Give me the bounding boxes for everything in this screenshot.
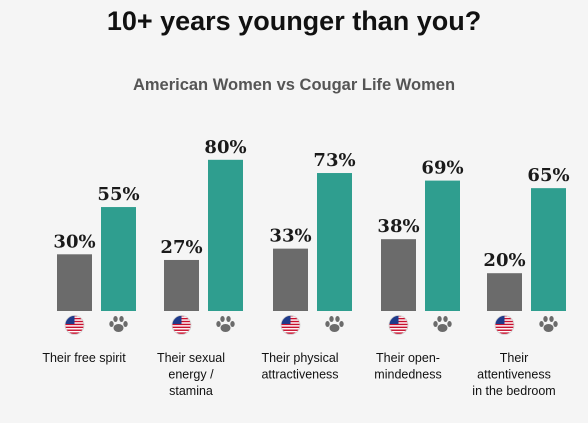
chart-subtitle: American Women vs Cougar Life Women [132,76,456,94]
category-label: Their physical [261,351,338,365]
category-label: stamina [169,384,213,398]
paw-icon [433,316,452,332]
data-label: 73% [313,150,355,171]
bar-american-0 [57,254,92,311]
category-label: attractiveness [261,368,338,382]
us-flag-icon [171,315,192,335]
category-label: Their [500,351,528,365]
bar-cougar-life-0 [101,207,136,311]
category-label: in the bedroom [472,384,555,398]
paw-icon [216,316,235,332]
bar-american-4 [487,273,522,311]
paw-icon [325,316,344,332]
bar-cougar-life-2 [317,173,352,311]
bar-cougar-life-1 [208,159,243,311]
paw-icon [109,316,128,332]
paw-icon [539,316,558,332]
data-label: 38% [377,216,419,237]
us-flag-icon [494,315,515,335]
data-label: 55% [97,184,139,205]
category-label: attentiveness [477,368,551,382]
bar-american-2 [273,248,308,311]
data-label: 65% [527,165,569,186]
chart-title: 10+ years younger than you? [106,6,482,36]
category-label: Their free spirit [42,351,126,365]
category-label: energy / [168,368,214,382]
data-label: 69% [421,158,463,179]
category-label: Their open- [376,351,440,365]
us-flag-icon [280,315,301,335]
data-label: 27% [160,237,202,258]
bar-american-3 [381,239,416,311]
data-label: 80% [204,137,246,158]
bar-cougar-life-3 [425,180,460,311]
us-flag-icon [388,315,409,335]
category-label: Their sexual [157,351,225,365]
category-label: mindedness [374,368,441,382]
data-label: 20% [483,250,525,271]
bar-american-1 [164,259,199,311]
data-label: 33% [269,226,311,247]
bar-cougar-life-4 [531,188,566,311]
data-label: 30% [53,231,95,252]
us-flag-icon [64,315,85,335]
